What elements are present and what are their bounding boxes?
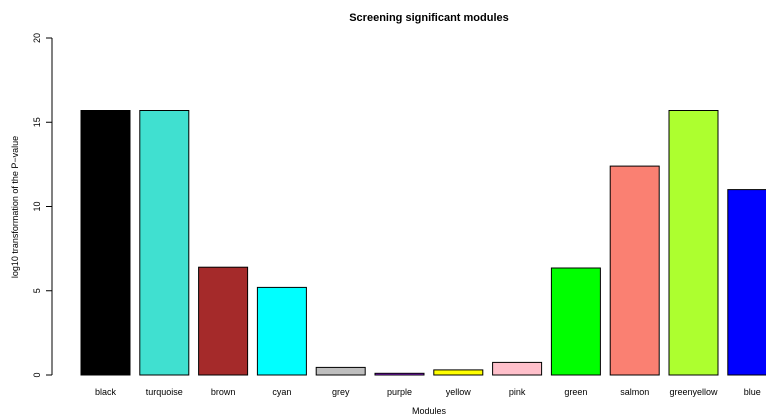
x-tick-labels: black turquoise brown cyan grey purple yellow p…	[95, 387, 761, 397]
bar-yellow	[433, 369, 484, 376]
x-axis-label: Modules	[412, 406, 447, 416]
x-tick-label-turquoise: turquoise	[146, 387, 183, 397]
bar-pink	[492, 361, 543, 376]
x-tick-label-black: black	[95, 387, 117, 397]
x-tick-label-green: green	[564, 387, 587, 397]
x-tick-label-pink: pink	[509, 387, 526, 397]
x-tick-label-yellow: yellow	[446, 387, 472, 397]
x-tick-label-salmon: salmon	[620, 387, 649, 397]
x-tick-label-greenyellow: greenyellow	[669, 387, 718, 397]
bar-cyan	[256, 286, 307, 376]
y-tick-label: 5	[32, 288, 42, 293]
x-tick-label-brown: brown	[211, 387, 236, 397]
bar-blue	[727, 189, 766, 376]
bar-black	[80, 110, 131, 376]
y-tick-label: 15	[32, 117, 42, 127]
y-tick-label: 0	[32, 372, 42, 377]
bars-group	[80, 110, 766, 376]
x-tick-label-purple: purple	[387, 387, 412, 397]
y-tick-label: 10	[32, 201, 42, 211]
x-tick-label-cyan: cyan	[272, 387, 291, 397]
y-axis: 0 5 10 15 20	[32, 33, 53, 378]
bar-grey	[315, 366, 366, 376]
chart-title: Screening significant modules	[349, 12, 509, 24]
bar-green	[550, 267, 601, 376]
bar-brown	[198, 266, 249, 376]
bar-turquoise	[139, 110, 190, 376]
x-tick-label-grey: grey	[332, 387, 350, 397]
y-axis-label: log10 transformation of the P−value	[10, 136, 20, 278]
y-tick-label: 20	[32, 33, 42, 43]
bar-purple	[374, 372, 425, 376]
x-tick-label-blue: blue	[744, 387, 761, 397]
bar-greenyellow	[668, 110, 719, 376]
bar-salmon	[609, 165, 660, 376]
